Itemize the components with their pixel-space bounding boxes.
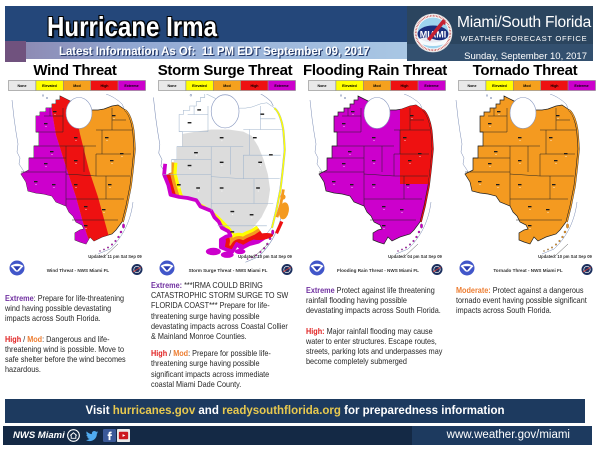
svg-text:Tornado Threat - NWS Miami F: Tornado Threat - NWS Miami FL [493, 268, 563, 273]
svg-text:Wind Threat - NWS Miami FL: Wind Threat - NWS Miami FL [47, 268, 110, 273]
svg-text:Updated: 10 pm Sat Sep 09: Updated: 10 pm Sat Sep 09 [238, 254, 292, 259]
svg-text:Flooding Rain Threat - NWS M: Flooding Rain Threat - NWS Miami FL [337, 268, 419, 273]
svg-text:Updated: 11 pm Sat Sep 09: Updated: 11 pm Sat Sep 09 [88, 254, 142, 259]
svg-text:Updated: 04 pm Sat Sep 09: Updated: 04 pm Sat Sep 09 [388, 254, 442, 259]
svg-text:Updated: 10 pm Sat Sep 09: Updated: 10 pm Sat Sep 09 [538, 254, 592, 259]
svg-text:Storm Surge Threat - NWS Mia: Storm Surge Threat - NWS Miami FL [189, 268, 268, 273]
